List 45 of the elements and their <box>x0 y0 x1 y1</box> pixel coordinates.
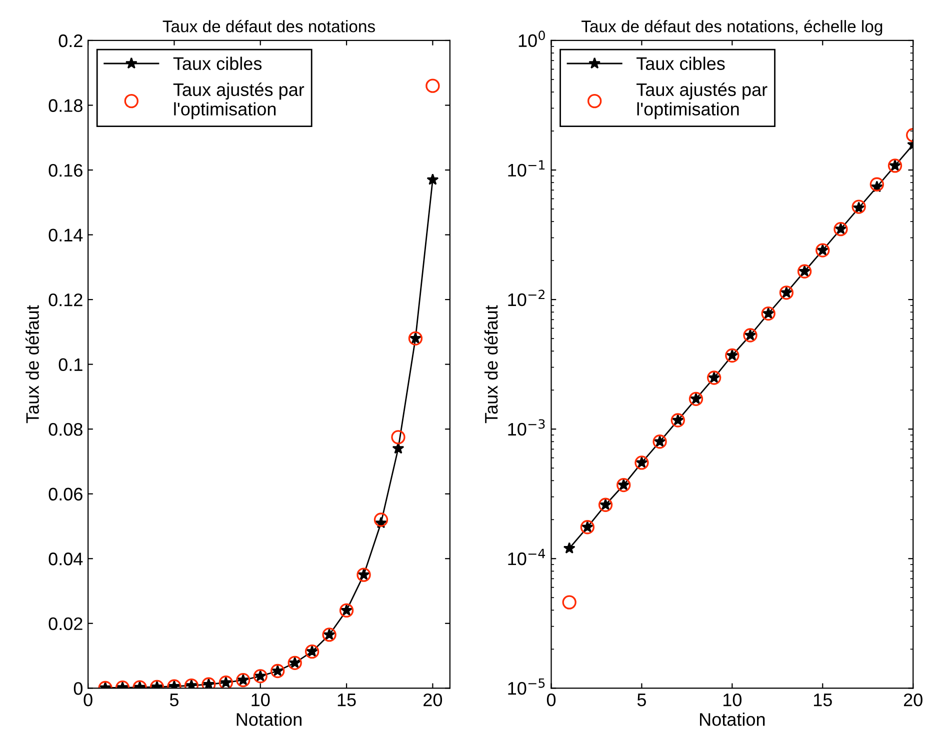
y-tick-label: 0.04 <box>48 552 83 566</box>
x-tick-label: 5 <box>637 694 646 706</box>
point <box>392 442 404 454</box>
legend-label: Taux cibles <box>173 56 262 70</box>
y-tick-label: 10$^{−2}$ <box>508 290 544 306</box>
x-tick-label: 0 <box>546 694 556 706</box>
chart-title: Taux de défaut des notations <box>162 20 375 32</box>
point <box>870 177 884 192</box>
x-axis-title: Notation <box>700 712 765 726</box>
legend-label: Taux cibles <box>636 56 725 70</box>
x-tick-label: 0 <box>84 694 92 706</box>
y-tick-label: 0.18 <box>48 99 82 112</box>
y-tick-label: 10$^{−5}$ <box>508 678 545 695</box>
x-tick-label: 10 <box>252 694 270 706</box>
point <box>426 173 439 185</box>
point <box>563 542 576 554</box>
point <box>562 595 576 610</box>
y-tick-label: 0.08 <box>48 423 82 436</box>
y-tick-label: 0.1 <box>58 358 82 372</box>
y-tick-label: 0.2 <box>58 34 82 48</box>
chart-title: Taux de défaut des notations, échelle log <box>582 20 882 36</box>
y-axis-title: Taux de défaut <box>25 305 39 424</box>
y-tick-label: 0.02 <box>48 617 82 630</box>
legend-label: Taux ajustés par l'optimisation <box>173 82 304 120</box>
x-axis-title: Notation <box>236 712 302 726</box>
y-tick-label: 0.12 <box>48 293 82 306</box>
y-tick-label: 10$^{0}$ <box>518 30 545 48</box>
x-tick-label: 5 <box>170 694 178 706</box>
legend-label: Taux ajustés par l'optimisation <box>636 82 768 120</box>
y-tick-label: 0.06 <box>48 488 82 501</box>
point <box>426 78 440 93</box>
point <box>391 430 406 444</box>
x-tick-label: 20 <box>904 694 922 706</box>
y-tick-label: 10$^{−1}$ <box>508 160 545 177</box>
x-tick-label: 10 <box>724 694 742 706</box>
y-tick-label: 10$^{−4}$ <box>508 548 546 566</box>
y-tick-label: 0.16 <box>48 164 82 177</box>
y-tick-label: 10$^{−3}$ <box>508 419 545 436</box>
x-tick-label: 15 <box>814 694 832 706</box>
y-tick-label: 0 <box>74 682 82 695</box>
point <box>374 512 388 527</box>
y-axis-title: Taux de défaut <box>484 305 498 424</box>
x-tick-label: 15 <box>338 694 356 706</box>
y-tick-label: 0.14 <box>48 228 83 242</box>
x-tick-label: 20 <box>424 694 442 706</box>
